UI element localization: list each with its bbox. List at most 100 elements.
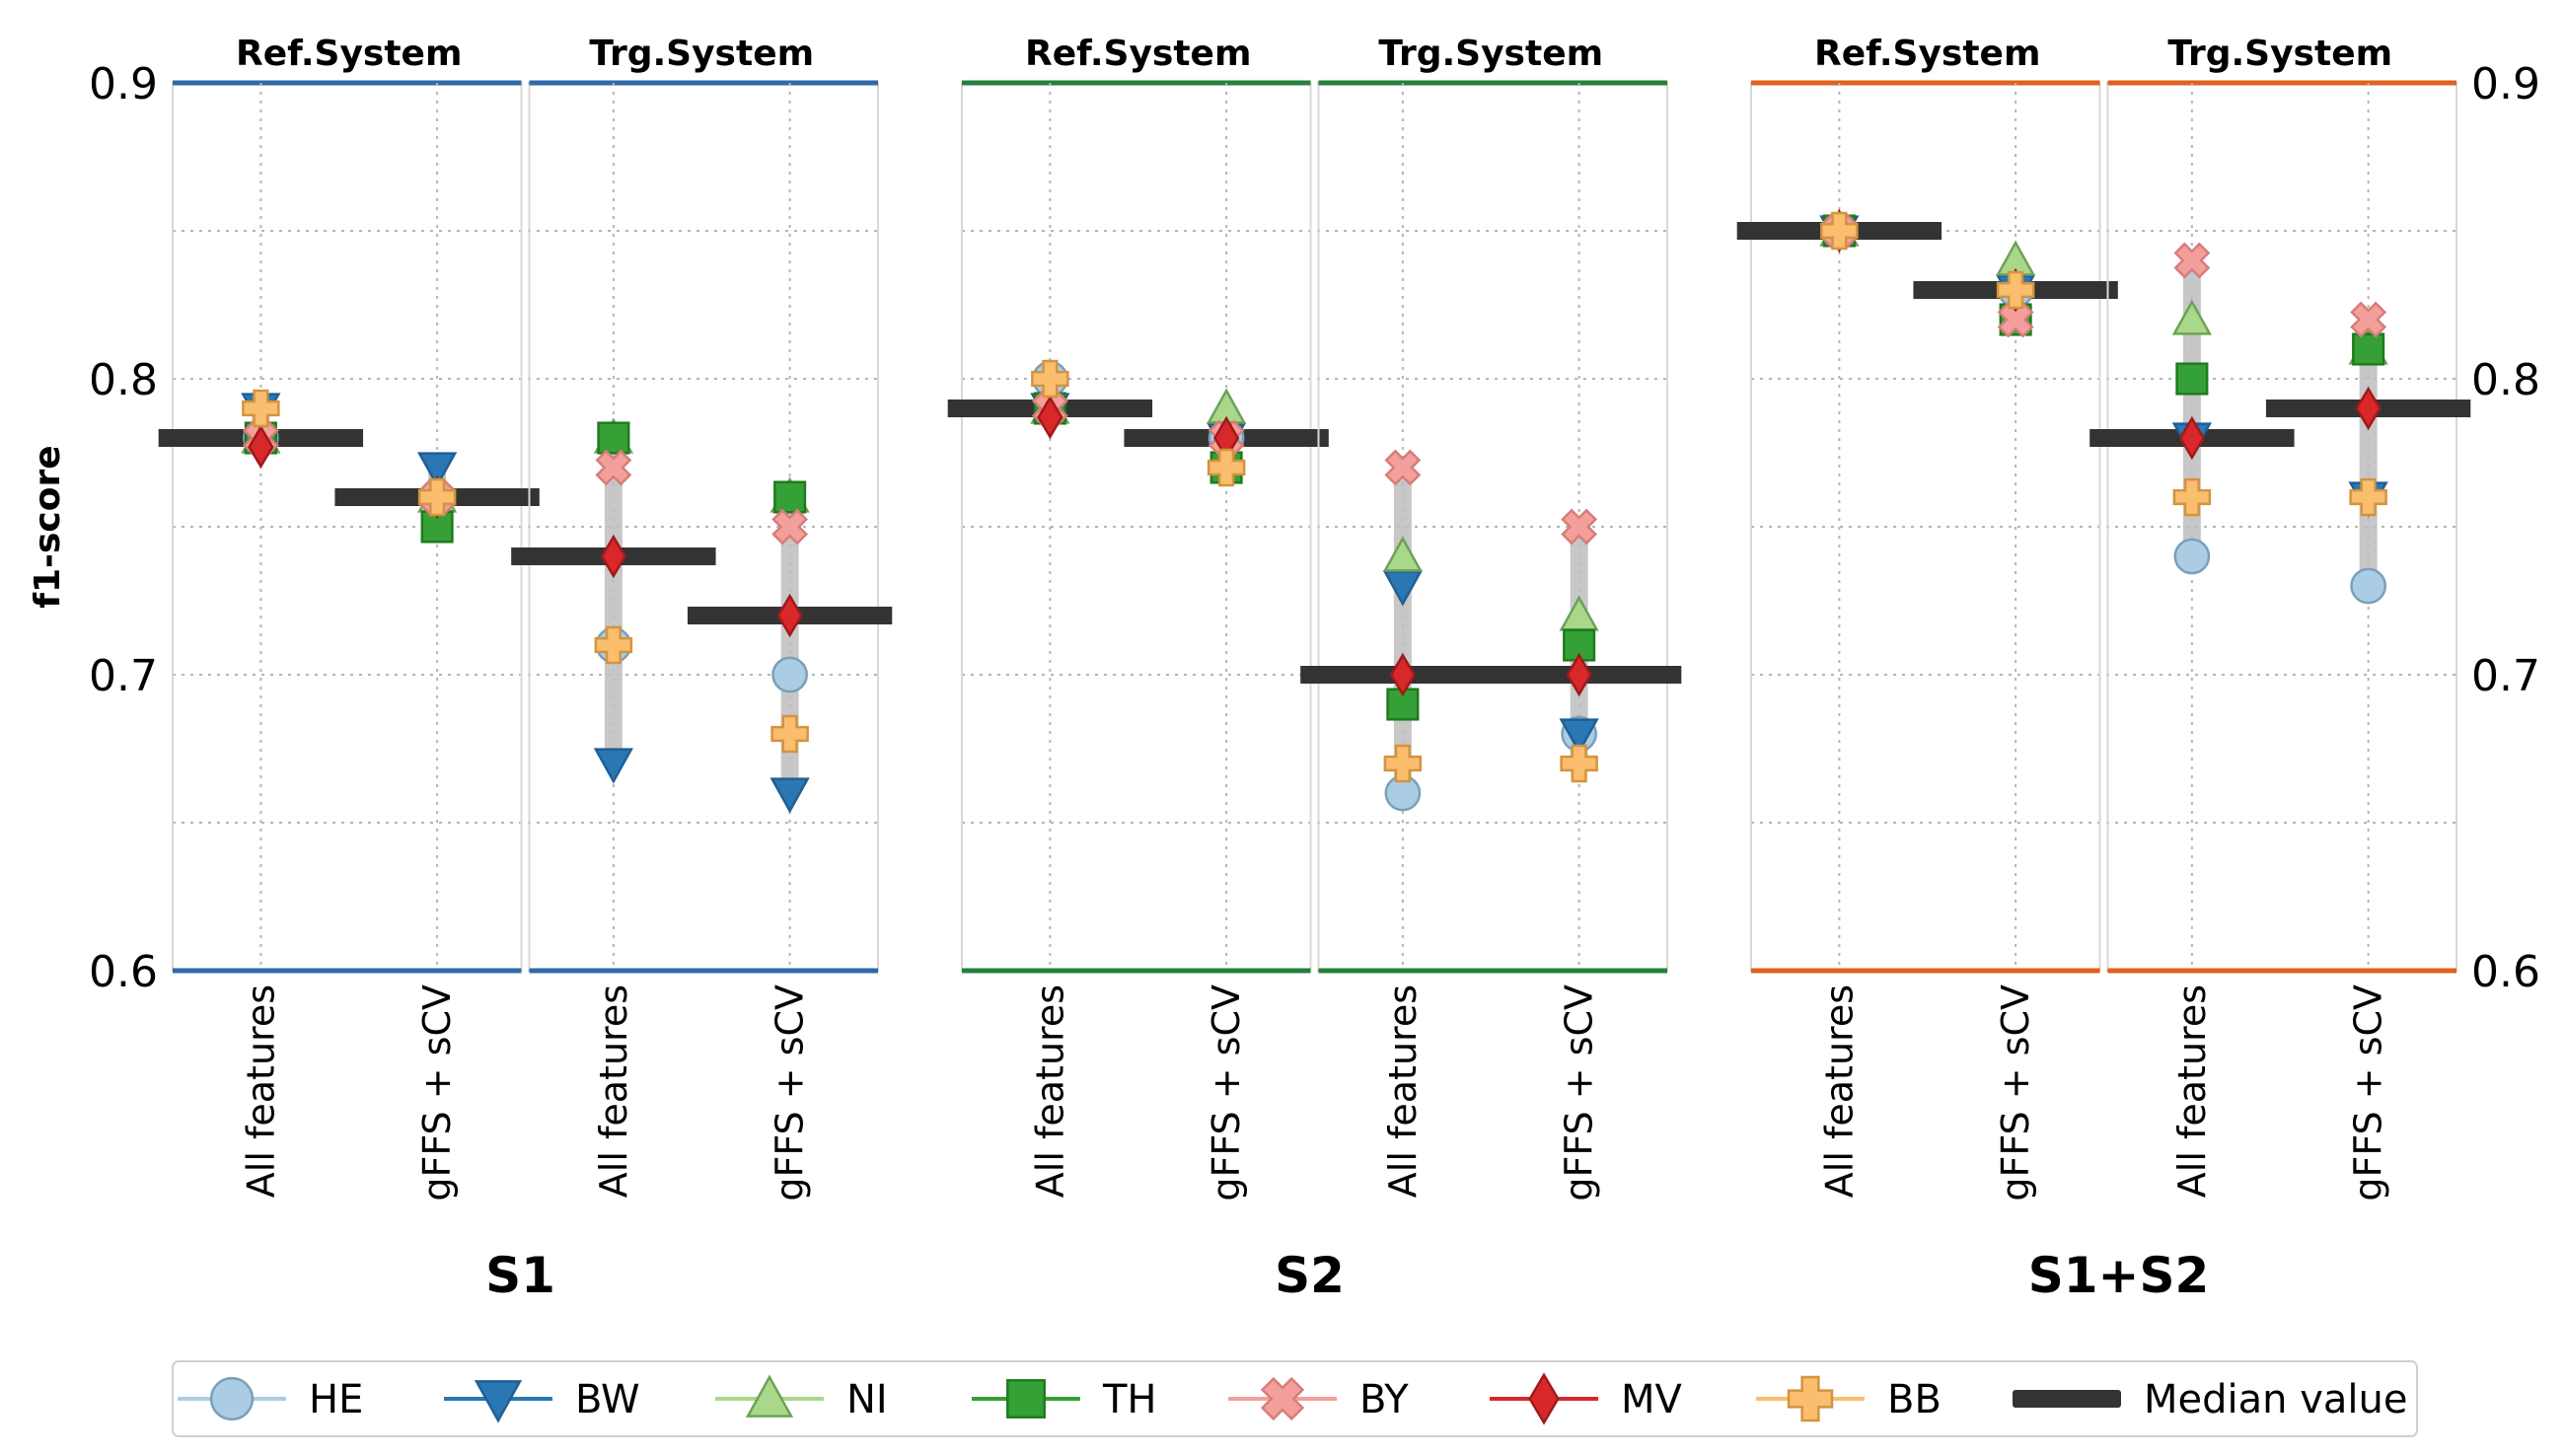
axes-layer: 0.6 0.6 0.7 0.7 0.8 0.8 0.9 0.9 f1-score bbox=[28, 59, 2540, 997]
column-gffs-scv: gFFS + sCV bbox=[334, 83, 540, 1201]
point-th bbox=[773, 480, 807, 514]
column-gffs-scv: gFFS + sCV bbox=[1913, 83, 2118, 1201]
group-subtitle: Trg.System bbox=[1378, 34, 1603, 74]
x-tick-label: All features bbox=[1817, 984, 1861, 1198]
column-gffs-scv: gFFS + sCV bbox=[2265, 83, 2471, 1201]
legend-swatch-median bbox=[2013, 1390, 2121, 1408]
x-tick-label: gFFS + sCV bbox=[769, 984, 812, 1201]
legend-label: TH bbox=[1102, 1377, 1157, 1422]
column-all-features: All features bbox=[1300, 83, 1505, 1198]
group-s2-ref-system: Ref.System All features gFFS + sCV bbox=[947, 34, 1329, 1201]
column-gffs-scv: gFFS + sCV bbox=[1124, 83, 1329, 1201]
point-th bbox=[2175, 362, 2209, 396]
legend-marker-by bbox=[1260, 1376, 1305, 1421]
point-mv bbox=[1389, 652, 1417, 697]
legend-label: BB bbox=[1887, 1377, 1942, 1422]
legend-label: Median value bbox=[2144, 1377, 2407, 1422]
column-all-features: All features bbox=[1736, 83, 1942, 1198]
column-gffs-scv: gFFS + sCV bbox=[1476, 83, 1682, 1201]
point-bb bbox=[1820, 211, 1859, 251]
group-subtitle: Trg.System bbox=[2167, 34, 2392, 74]
point-bb bbox=[2172, 477, 2212, 517]
x-tick-label: All features bbox=[1028, 984, 1071, 1198]
range-bar bbox=[604, 438, 623, 764]
point-bb bbox=[242, 389, 280, 428]
point-bw bbox=[770, 777, 810, 814]
point-bb bbox=[1996, 270, 2035, 310]
subplot-frame bbox=[1750, 82, 2101, 972]
panel-title: S1 bbox=[485, 1247, 555, 1304]
column-gffs-scv: gFFS + sCV bbox=[687, 83, 893, 1201]
point-bw bbox=[417, 452, 458, 488]
x-tick-label: All features bbox=[239, 984, 282, 1198]
y-tick-label-right: 0.9 bbox=[2471, 59, 2540, 109]
group-subtitle: Ref.System bbox=[1814, 34, 2040, 74]
column-all-features: All features bbox=[947, 83, 1153, 1198]
legend-marker-mv bbox=[1528, 1372, 1560, 1425]
point-bw bbox=[593, 748, 633, 784]
y-tick-label-left: 0.6 bbox=[89, 947, 158, 997]
x-tick-label: All features bbox=[592, 984, 635, 1198]
point-bw bbox=[1382, 570, 1423, 607]
point-ni bbox=[1559, 595, 1599, 631]
point-bb bbox=[594, 625, 633, 665]
legend: HE BW NI TH BY MV BB Median value bbox=[172, 1360, 2418, 1437]
point-th bbox=[2352, 332, 2385, 366]
legend-marker-th bbox=[1006, 1379, 1046, 1419]
point-by bbox=[771, 508, 809, 546]
legend-label: HE bbox=[309, 1377, 363, 1422]
group-s1-ref-system: Ref.System All features gFFS + sCV bbox=[158, 34, 540, 1201]
y-axis-label: f1-score bbox=[28, 445, 68, 608]
point-mv bbox=[2178, 415, 2206, 461]
point-by bbox=[2350, 301, 2387, 338]
x-tick-label: gFFS + sCV bbox=[415, 984, 459, 1201]
x-tick-label: All features bbox=[1381, 984, 1425, 1198]
group-s2-trg-system: Trg.System All features gFFS + sCV bbox=[1300, 34, 1682, 1201]
point-mv bbox=[1566, 652, 1592, 697]
y-tick-label-right: 0.7 bbox=[2471, 651, 2540, 701]
column-all-features: All features bbox=[2089, 83, 2295, 1198]
point-bb bbox=[1383, 744, 1423, 783]
y-tick-label-right: 0.8 bbox=[2471, 355, 2540, 405]
legend-entry-mv: MV bbox=[1490, 1372, 1683, 1425]
y-tick-label-left: 0.7 bbox=[89, 651, 158, 701]
point-bb bbox=[1560, 744, 1598, 783]
point-bb bbox=[2349, 477, 2387, 517]
group-s1-s2-trg-system: Trg.System All features gFFS + sCV bbox=[2089, 34, 2471, 1201]
legend-entry-ni: NI bbox=[715, 1374, 888, 1422]
legend-marker-bb bbox=[1787, 1375, 1834, 1422]
point-bb bbox=[1207, 448, 1246, 487]
point-he bbox=[771, 656, 808, 693]
point-mv bbox=[248, 424, 274, 470]
group-s1-s2-ref-system: Ref.System All features gFFS + sCV bbox=[1736, 34, 2118, 1201]
x-tick-label: All features bbox=[2170, 984, 2214, 1198]
x-tick-label: gFFS + sCV bbox=[2347, 984, 2390, 1201]
range-bar bbox=[2359, 320, 2378, 586]
legend-entry-bb: BB bbox=[1756, 1375, 1942, 1422]
point-mv bbox=[776, 593, 803, 638]
legend-entry-bw: BW bbox=[444, 1377, 640, 1423]
point-by bbox=[2173, 242, 2211, 279]
y-tick-label-right: 0.6 bbox=[2471, 947, 2540, 997]
group-subtitle: Ref.System bbox=[1025, 34, 1251, 74]
point-mv bbox=[600, 534, 627, 579]
point-ni bbox=[2171, 299, 2212, 335]
group-subtitle: Trg.System bbox=[589, 34, 814, 74]
legend-entry-th: TH bbox=[972, 1377, 1157, 1422]
legend-entry-by: BY bbox=[1228, 1376, 1409, 1422]
legend-label: NI bbox=[846, 1377, 888, 1422]
point-bb bbox=[770, 714, 809, 754]
legend-marker-bw bbox=[474, 1380, 523, 1423]
point-bb bbox=[1031, 359, 1069, 399]
legend-label: BY bbox=[1359, 1377, 1409, 1422]
point-by bbox=[595, 449, 632, 486]
point-he bbox=[2173, 538, 2211, 575]
point-bb bbox=[417, 477, 457, 517]
point-mv bbox=[1037, 395, 1063, 440]
y-tick-label-left: 0.9 bbox=[89, 59, 158, 109]
panel-title: S1+S2 bbox=[2028, 1247, 2210, 1304]
